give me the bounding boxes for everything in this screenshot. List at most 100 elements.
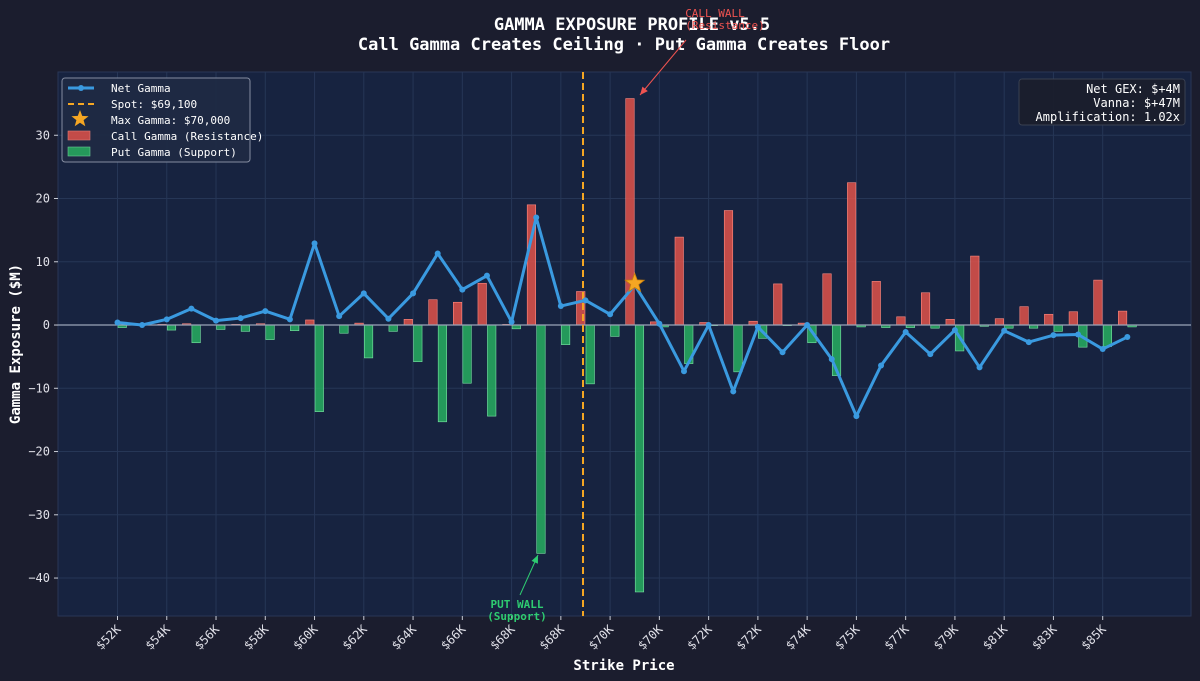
net-gamma-point (336, 313, 343, 320)
y-axis-label: Gamma Exposure ($M) (8, 264, 24, 424)
net-gamma-point (828, 356, 835, 363)
call-wall-arrow (639, 39, 687, 96)
net-gamma-point (804, 322, 811, 329)
put-wall-sublabel: (Support) (487, 610, 547, 623)
put-gamma-bar (388, 324, 398, 332)
stats-box: Net GEX: $+4M Vanna: $+47M Amplification… (1018, 78, 1186, 126)
stats-box-bg (1018, 78, 1186, 126)
net-gamma-point (1050, 332, 1057, 339)
net-gamma-point (262, 308, 269, 315)
y-tick-label: 30 (36, 128, 50, 142)
call-gamma-bar (428, 299, 438, 326)
net-gamma-point (582, 297, 589, 304)
net-gamma-series (114, 214, 1131, 420)
legend-call-swatch (67, 130, 91, 141)
call-wall-annotation: CALL WALL (Resistance) (639, 7, 765, 96)
call-wall-sublabel: (Resistance) (685, 19, 764, 32)
y-tick-label: −10 (28, 381, 50, 395)
call-gamma-bar (871, 281, 881, 326)
net-gamma-point (1124, 334, 1131, 341)
net-gamma-point (311, 240, 318, 247)
put-gamma-bar (240, 324, 250, 332)
put-gamma-bar (166, 324, 177, 331)
put-gamma-bar (437, 324, 447, 423)
y-tick-label: 20 (36, 192, 50, 206)
put-gamma-bar (1102, 324, 1112, 347)
net-gamma-point (286, 316, 293, 323)
put-wall-annotation: PUT WALL (Support) (487, 554, 547, 623)
net-gamma-point (927, 351, 934, 358)
put-gamma-bar (363, 324, 374, 359)
call-gamma-bar (453, 301, 463, 326)
y-axis-ticks: −40 −30 −20 −10 0 10 20 30 (28, 128, 58, 585)
put-gamma-bar (634, 324, 645, 593)
net-gamma-point (656, 320, 663, 327)
net-gamma-point (213, 317, 220, 324)
call-gamma-bar (674, 236, 684, 326)
net-gamma-point (385, 315, 392, 322)
net-gamma-point (853, 413, 860, 420)
put-gamma-bar (561, 324, 571, 345)
legend-put-swatch (67, 146, 91, 157)
call-wall-arrow-head (640, 86, 648, 95)
net-gamma-point (1075, 331, 1082, 338)
net-gamma-point (902, 328, 909, 335)
y-tick-label: −20 (28, 445, 50, 459)
y-tick-label: −40 (28, 571, 50, 585)
net-gamma-point (754, 323, 761, 330)
call-gamma-bar (945, 319, 955, 326)
net-gamma-point (1001, 327, 1008, 334)
y-tick-label: 0 (43, 318, 50, 332)
net-gamma-point (459, 286, 466, 293)
net-gamma-point (878, 362, 885, 369)
put-gamma-bar (610, 324, 620, 337)
net-gamma-point (1025, 339, 1032, 346)
net-gamma-point (483, 272, 490, 279)
stats-vanna: Vanna: $+47M (1093, 96, 1180, 110)
call-gamma-bar (896, 316, 906, 326)
y-tick-label: 10 (36, 255, 50, 269)
net-gamma-point (237, 315, 244, 322)
put-gamma-bar (265, 324, 275, 340)
net-gamma-point (114, 319, 121, 326)
net-gamma-point (508, 318, 515, 325)
put-gamma-bar (585, 324, 595, 385)
put-gamma-bar (1053, 324, 1063, 332)
legend-star-icon (71, 110, 89, 127)
chart-title: GAMMA EXPOSURE PROFILE v5.5 (494, 15, 770, 35)
call-gamma-bar (1068, 311, 1078, 326)
net-gamma-point (188, 305, 195, 312)
put-gamma-bar (339, 324, 349, 334)
put-wall-label: PUT WALL (491, 598, 544, 611)
call-gamma-bar (994, 318, 1004, 326)
net-gamma-point (607, 311, 614, 318)
max-gamma-star (624, 272, 646, 293)
call-gamma-bar (1019, 306, 1029, 326)
put-gamma-bar (462, 324, 472, 384)
max-gamma-marker-group (624, 272, 646, 293)
net-gamma-line (117, 215, 1128, 418)
legend-put-label: Put Gamma (Support) (111, 146, 237, 159)
put-gamma-bar (216, 324, 226, 330)
call-gamma-bar (477, 282, 487, 326)
net-gamma-point (1099, 346, 1106, 353)
chart-subtitle: Call Gamma Creates Ceiling · Put Gamma C… (358, 35, 890, 55)
call-gamma-bar (305, 319, 315, 326)
net-gamma-point (360, 290, 367, 297)
legend-call-label: Call Gamma (Resistance) (111, 130, 263, 143)
net-gamma-point (434, 250, 441, 257)
put-gamma-bar (314, 324, 324, 412)
put-gamma-bar (413, 324, 423, 363)
put-gamma-bar (733, 324, 743, 373)
legend-net-label: Net Gamma (111, 82, 171, 95)
stats-amplification: Amplification: 1.02x (1036, 110, 1181, 124)
net-gamma-point (976, 364, 983, 371)
legend-net-marker (78, 85, 84, 91)
put-gamma-bar (536, 324, 546, 554)
call-gamma-bar (1044, 313, 1054, 326)
net-gamma-point (680, 368, 687, 375)
net-gamma-point (779, 349, 786, 356)
net-gamma-point (163, 316, 170, 323)
legend-box (61, 77, 251, 163)
call-gamma-bar (403, 319, 413, 326)
